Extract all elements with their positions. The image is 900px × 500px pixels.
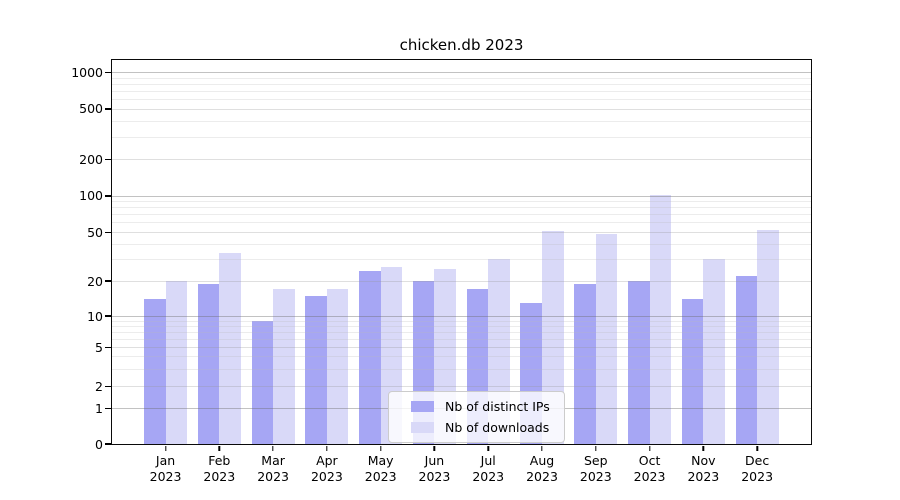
bar-ips-nov: [681, 299, 704, 444]
y-tick-label: 1: [95, 400, 103, 416]
x-tick-label: Mar 2023: [257, 453, 289, 484]
bar-ips-feb: [197, 283, 220, 444]
x-tick-mark: [433, 445, 436, 451]
y-tick-label: 50: [87, 224, 103, 240]
x-tick-mark: [272, 445, 274, 451]
y-tick-mark: [105, 443, 111, 445]
y-tick-label: 10: [87, 308, 103, 324]
x-tick-mark: [702, 445, 705, 451]
x-tick-label: Nov 2023: [687, 453, 720, 484]
bar-ips-oct: [628, 281, 650, 444]
legend-row: Nb of downloads: [399, 420, 554, 435]
y-tick-mark: [105, 195, 111, 197]
x-tick-label: Jul 2023: [472, 453, 505, 484]
x-tick-mark: [326, 445, 328, 451]
y-tick-mark: [105, 315, 111, 317]
legend: Nb of distinct IPs Nb of downloads: [388, 391, 565, 443]
bar-ips-mar: [251, 320, 274, 444]
legend-swatch-downloads: [411, 422, 434, 433]
bar-downloads-feb: [219, 252, 241, 444]
bar-downloads-oct: [649, 195, 672, 444]
bar-ips-dec: [735, 276, 758, 444]
bar-ips-apr: [305, 295, 327, 444]
x-tick-mark: [487, 445, 489, 451]
x-tick-mark: [756, 445, 758, 451]
y-tick-mark: [105, 407, 111, 410]
bar-downloads-mar: [273, 289, 295, 444]
x-tick-label: Jan 2023: [149, 453, 182, 484]
legend-swatch-ips: [411, 401, 434, 412]
bar-ips-jan: [144, 299, 166, 444]
chart-title: chicken.db 2023: [399, 36, 524, 54]
x-tick-mark: [218, 445, 221, 451]
y-tick-mark: [105, 280, 111, 282]
y-tick-mark: [105, 346, 111, 348]
y-tick-mark: [105, 385, 111, 388]
legend-label-downloads: Nb of downloads: [445, 420, 550, 435]
bar-ips-may: [359, 271, 381, 444]
x-tick-label: Sep 2023: [579, 453, 612, 484]
bar-downloads-jan: [165, 281, 188, 444]
y-tick-label: 0: [95, 436, 103, 452]
bar-downloads-sep: [595, 234, 618, 444]
x-tick-label: Aug 2023: [526, 453, 558, 484]
y-tick-label: 200: [79, 152, 103, 168]
x-tick-mark: [595, 445, 597, 451]
x-tick-label: Dec 2023: [741, 453, 774, 484]
x-tick-label: Apr 2023: [310, 453, 343, 484]
y-tick-label: 2: [95, 378, 103, 394]
y-tick-label: 5: [95, 339, 103, 355]
legend-row: Nb of distinct IPs: [399, 399, 554, 414]
x-tick-label: Feb 2023: [203, 453, 236, 484]
y-tick-label: 500: [79, 101, 103, 117]
y-tick-label: 100: [79, 188, 103, 204]
x-tick-mark: [379, 445, 382, 451]
bar-downloads-aug: [542, 231, 564, 444]
x-tick-mark: [648, 445, 651, 451]
y-tick-label: 1000: [71, 64, 103, 80]
legend-label-ips: Nb of distinct IPs: [445, 399, 550, 414]
bar-ips-sep: [574, 283, 596, 444]
bars-layer: [112, 60, 811, 444]
x-tick-mark: [541, 445, 543, 451]
y-tick-label: 20: [87, 273, 103, 289]
x-tick-label: Oct 2023: [633, 453, 666, 484]
y-tick-mark: [105, 159, 111, 161]
bar-downloads-nov: [703, 259, 725, 444]
y-tick-mark: [105, 231, 111, 233]
plot-area: Nb of distinct IPs Nb of downloads 0 1 2 5 10…: [71, 59, 812, 484]
bar-downloads-apr: [326, 289, 349, 444]
x-tick-label: Jun 2023: [418, 453, 451, 484]
y-tick-mark: [105, 108, 111, 110]
y-tick-mark: [105, 71, 111, 73]
x-tick-label: May 2023: [364, 453, 397, 484]
x-tick-mark: [164, 445, 167, 451]
bar-downloads-dec: [757, 230, 779, 444]
